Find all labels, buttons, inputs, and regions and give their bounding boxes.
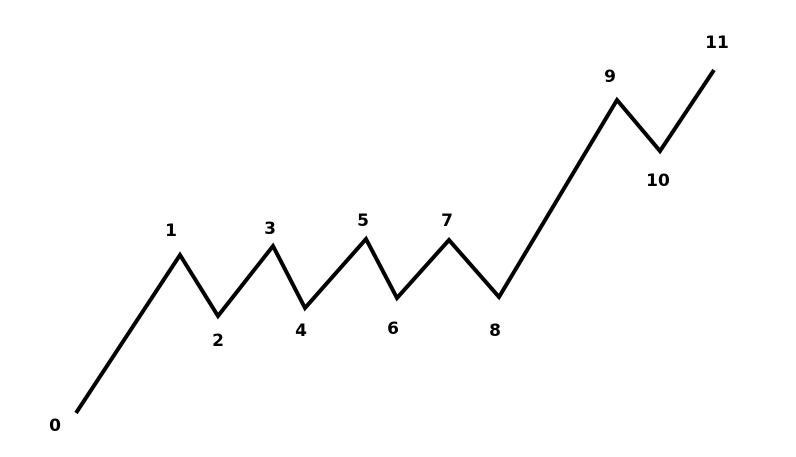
wave-labels: 0 1 2 3 4 5 6 7 8 9 10 11	[49, 33, 729, 436]
wave-point-label-5: 5	[357, 211, 369, 231]
wave-point-label-4: 4	[295, 321, 307, 341]
wave-point-label-10: 10	[646, 171, 670, 191]
wave-line	[74, 68, 716, 415]
wave-point-label-8: 8	[489, 321, 501, 341]
wave-point-label-9: 9	[604, 67, 616, 87]
wave-point-label-6: 6	[387, 319, 399, 339]
wave-point-label-3: 3	[264, 219, 276, 239]
wave-point-label-2: 2	[212, 331, 224, 351]
wave-point-label-1: 1	[165, 221, 177, 241]
wave-point-label-7: 7	[441, 211, 453, 231]
wave-point-label-0: 0	[49, 416, 61, 436]
wave-point-label-11: 11	[705, 33, 729, 53]
